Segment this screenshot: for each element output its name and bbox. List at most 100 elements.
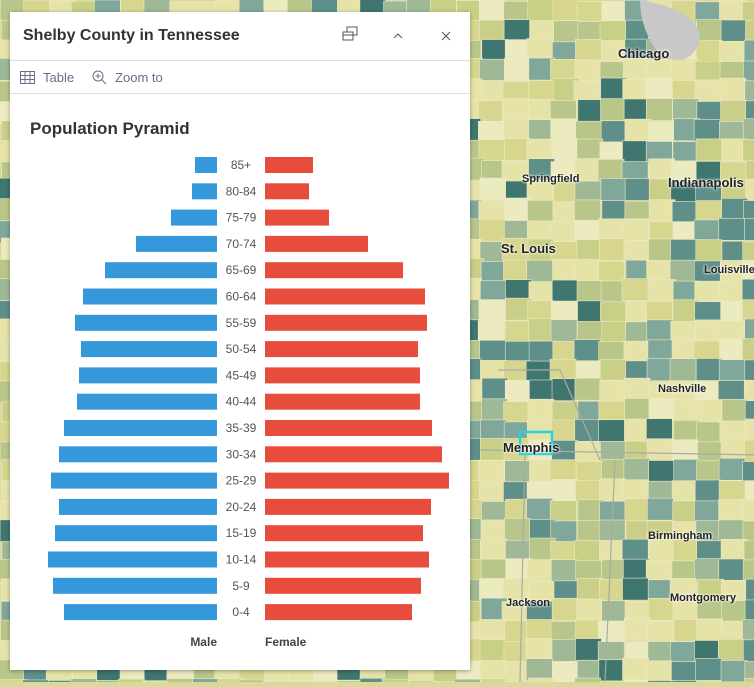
county-shape xyxy=(600,380,626,402)
county-shape xyxy=(719,218,745,240)
bar-female-65-69[interactable] xyxy=(265,262,403,278)
bar-female-20-24[interactable] xyxy=(265,499,431,515)
county-shape xyxy=(622,539,648,561)
county-shape xyxy=(481,559,507,581)
bar-male-60-64[interactable] xyxy=(83,289,217,305)
city-label: Indianapolis xyxy=(668,175,744,190)
county-shape xyxy=(480,340,506,362)
county-shape xyxy=(624,241,650,263)
bar-male-20-24[interactable] xyxy=(59,499,217,515)
county-shape xyxy=(649,460,675,482)
close-button[interactable] xyxy=(422,28,470,45)
county-shape xyxy=(647,260,673,282)
bar-male-85+[interactable] xyxy=(195,157,217,173)
bar-female-15-19[interactable] xyxy=(265,525,423,541)
county-shape xyxy=(696,240,722,262)
county-shape xyxy=(694,559,720,581)
county-shape xyxy=(695,480,721,502)
county-shape xyxy=(670,260,696,282)
county-shape xyxy=(602,322,628,344)
county-shape xyxy=(622,141,648,163)
county-shape xyxy=(478,320,504,342)
county-shape xyxy=(647,498,673,520)
bar-male-5-9[interactable] xyxy=(53,578,217,594)
table-button[interactable]: Table xyxy=(20,70,74,85)
county-shape xyxy=(482,40,508,62)
city-label: Montgomery xyxy=(670,592,736,604)
bar-male-65-69[interactable] xyxy=(105,262,217,278)
county-shape xyxy=(674,420,700,442)
bar-female-70-74[interactable] xyxy=(265,236,368,252)
county-shape xyxy=(746,579,754,601)
bar-male-15-19[interactable] xyxy=(55,525,217,541)
bar-female-45-49[interactable] xyxy=(265,367,420,383)
county-shape xyxy=(623,79,649,101)
county-shape xyxy=(480,640,506,662)
bar-female-85+[interactable] xyxy=(265,157,313,173)
bar-male-0-4[interactable] xyxy=(64,604,217,620)
county-shape xyxy=(721,439,747,461)
bar-female-75-79[interactable] xyxy=(265,210,329,226)
bar-female-60-64[interactable] xyxy=(265,289,425,305)
legend-female: Female xyxy=(265,635,307,649)
county-shape xyxy=(745,440,754,462)
age-label: 85+ xyxy=(231,158,251,172)
bar-male-30-34[interactable] xyxy=(59,446,217,462)
county-shape xyxy=(649,279,675,301)
county-shape xyxy=(674,459,700,481)
bar-male-35-39[interactable] xyxy=(64,420,217,436)
county-shape xyxy=(719,0,745,22)
county-shape xyxy=(526,659,552,681)
county-shape xyxy=(552,280,578,302)
county-shape xyxy=(575,259,601,281)
county-shape xyxy=(577,281,603,303)
county-shape xyxy=(578,301,604,323)
bar-female-10-14[interactable] xyxy=(265,552,429,568)
county-shape xyxy=(742,279,754,301)
county-shape xyxy=(721,100,747,122)
county-shape xyxy=(697,619,723,641)
city-label: Nashville xyxy=(658,383,706,395)
bar-male-70-74[interactable] xyxy=(136,236,217,252)
county-shape xyxy=(622,279,648,301)
county-shape xyxy=(719,500,745,522)
county-shape xyxy=(479,59,505,81)
bar-male-50-54[interactable] xyxy=(81,341,217,357)
bar-male-55-59[interactable] xyxy=(75,315,217,331)
bar-female-80-84[interactable] xyxy=(265,183,309,199)
bar-female-0-4[interactable] xyxy=(265,604,412,620)
bar-male-25-29[interactable] xyxy=(51,473,217,489)
bar-female-50-54[interactable] xyxy=(265,341,418,357)
bar-male-40-44[interactable] xyxy=(77,394,217,410)
dock-button[interactable] xyxy=(326,26,374,46)
bar-female-25-29[interactable] xyxy=(265,473,449,489)
bar-female-30-34[interactable] xyxy=(265,446,442,462)
age-label: 65-69 xyxy=(226,263,257,277)
age-label: 75-79 xyxy=(226,211,257,225)
bar-male-45-49[interactable] xyxy=(79,367,217,383)
popup-header: Shelby County in Tennessee xyxy=(10,12,470,61)
county-shape xyxy=(552,639,578,661)
county-shape xyxy=(746,21,754,43)
county-shape xyxy=(504,518,530,540)
county-shape xyxy=(721,20,747,42)
county-shape xyxy=(719,360,745,382)
county-shape xyxy=(600,302,626,324)
zoom-to-button[interactable]: Zoom to xyxy=(92,70,163,85)
bar-male-80-84[interactable] xyxy=(192,183,217,199)
city-label: Springfield xyxy=(522,173,579,185)
county-shape xyxy=(577,599,603,621)
collapse-button[interactable] xyxy=(374,28,422,45)
county-shape xyxy=(696,40,722,62)
bar-female-55-59[interactable] xyxy=(265,315,427,331)
county-shape xyxy=(505,341,531,363)
county-shape xyxy=(505,380,531,402)
county-shape xyxy=(624,341,650,363)
bar-female-40-44[interactable] xyxy=(265,394,420,410)
bar-female-35-39[interactable] xyxy=(265,420,432,436)
county-shape xyxy=(720,41,746,63)
county-shape xyxy=(696,400,722,422)
bar-female-5-9[interactable] xyxy=(265,578,421,594)
bar-male-10-14[interactable] xyxy=(48,552,217,568)
bar-male-75-79[interactable] xyxy=(171,210,217,226)
